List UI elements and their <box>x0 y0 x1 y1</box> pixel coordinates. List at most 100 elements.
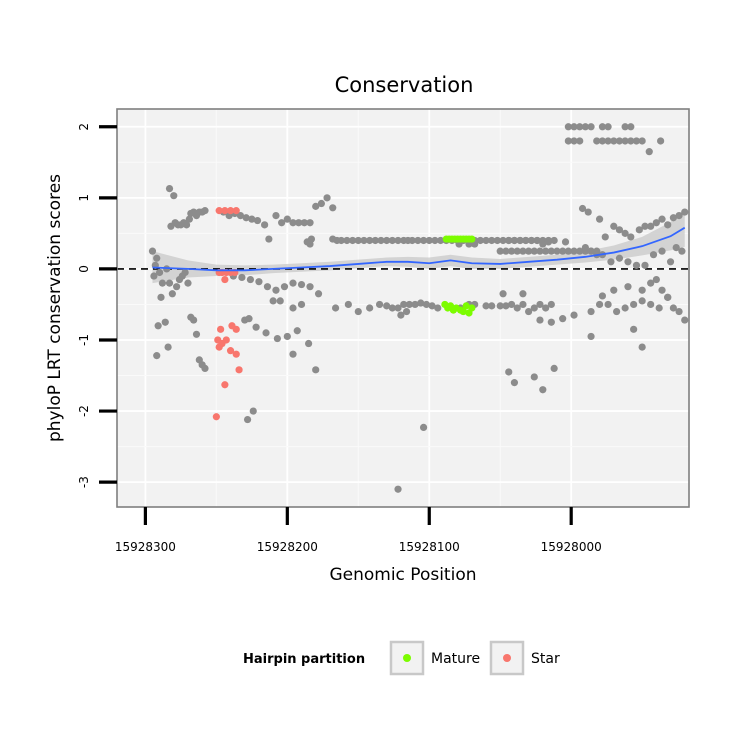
point-other <box>681 208 689 216</box>
point-star <box>226 207 235 215</box>
point-other <box>383 302 391 310</box>
point-other <box>329 204 337 212</box>
point-other <box>610 286 618 294</box>
point-other <box>306 240 314 248</box>
point-other <box>272 286 280 294</box>
point-star <box>232 325 240 333</box>
point-other <box>647 300 655 309</box>
point-mature <box>468 235 476 243</box>
point-other <box>243 415 252 424</box>
legend-marker-star <box>503 654 511 662</box>
legend-label-mature: Mature <box>431 651 480 667</box>
point-other <box>417 299 425 307</box>
point-other <box>431 236 439 245</box>
y-axis-title: phyloP LRT conservation scores <box>45 174 65 442</box>
point-other <box>425 236 433 245</box>
point-other <box>581 243 589 252</box>
point-other <box>632 137 641 145</box>
point-other <box>164 343 172 351</box>
point-other <box>297 280 306 289</box>
point-other <box>570 137 578 145</box>
x-axis: 15928300 15928200 15928100 15928000 <box>115 507 602 554</box>
point-other <box>652 219 660 227</box>
point-other <box>658 247 666 255</box>
point-other <box>289 304 297 312</box>
point-other <box>375 300 384 309</box>
point-other <box>476 236 484 245</box>
point-other <box>536 316 544 324</box>
point-other <box>252 323 260 331</box>
point-other <box>675 307 683 316</box>
point-other <box>627 233 635 241</box>
point-other <box>542 247 550 255</box>
point-other <box>638 297 646 305</box>
point-other <box>510 379 519 387</box>
point-other <box>155 268 164 277</box>
point-other <box>502 247 510 255</box>
point-other <box>482 302 490 310</box>
point-other <box>354 307 362 316</box>
point-other <box>669 304 677 312</box>
point-other <box>337 236 345 245</box>
point-other <box>638 137 646 145</box>
point-other <box>669 214 677 222</box>
point-other <box>312 202 320 210</box>
point-other <box>516 236 524 245</box>
point-other <box>564 247 572 255</box>
points-group <box>148 123 689 493</box>
point-other <box>428 302 436 310</box>
point-other <box>519 300 527 309</box>
point-other <box>530 247 538 255</box>
point-other <box>366 304 374 312</box>
point-other <box>499 236 507 245</box>
point-star <box>226 347 235 355</box>
point-other <box>519 290 527 298</box>
point-other <box>314 290 323 298</box>
y-tick-label: 0 <box>77 265 91 273</box>
point-other <box>411 300 419 309</box>
point-other <box>255 278 263 286</box>
point-other <box>305 339 313 348</box>
point-other <box>630 325 638 333</box>
point-other <box>400 300 408 309</box>
point-star <box>221 275 229 284</box>
point-other <box>539 386 547 394</box>
point-other <box>306 219 314 227</box>
point-other <box>533 236 541 245</box>
point-other <box>561 238 570 246</box>
point-other <box>173 283 181 291</box>
point-mature <box>462 302 470 310</box>
point-other <box>414 236 422 245</box>
point-other <box>408 236 416 245</box>
point-other <box>664 293 672 301</box>
point-other <box>536 300 544 309</box>
point-other <box>624 283 632 291</box>
point-other <box>280 283 289 291</box>
point-other <box>405 300 413 309</box>
point-other <box>246 275 255 284</box>
point-other <box>522 236 530 245</box>
point-other <box>238 273 246 282</box>
point-other <box>168 290 176 298</box>
point-other <box>513 247 521 255</box>
point-other <box>613 307 621 316</box>
smooth-line <box>152 226 686 272</box>
point-other <box>627 123 635 131</box>
point-other <box>607 258 615 266</box>
point-other <box>641 222 649 230</box>
x-tick-label: 15928200 <box>257 540 318 554</box>
point-other <box>507 247 516 255</box>
point-other <box>559 247 567 255</box>
point-other <box>615 254 624 262</box>
point-star <box>232 350 240 358</box>
point-other <box>245 315 253 323</box>
point-other <box>678 247 686 255</box>
point-other <box>638 343 646 351</box>
point-other <box>434 304 442 312</box>
point-other <box>419 236 428 245</box>
point-other <box>493 236 501 245</box>
x-tick-label: 15928300 <box>115 540 176 554</box>
point-other <box>360 236 368 245</box>
point-other <box>272 212 280 220</box>
point-other <box>263 283 272 291</box>
